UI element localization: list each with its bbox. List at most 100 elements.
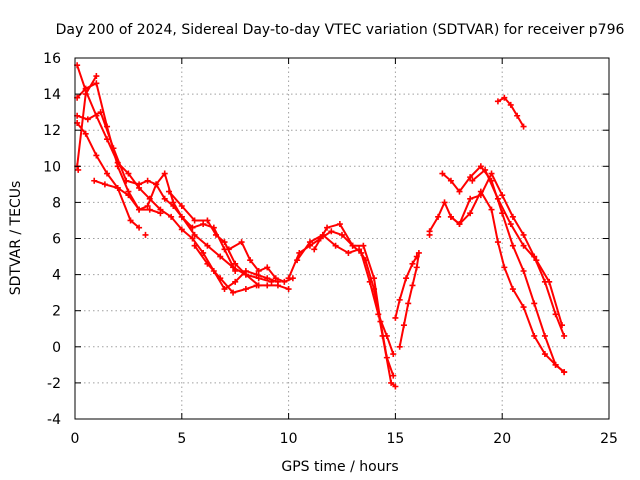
data-point [136,206,143,213]
data-point [405,300,412,307]
data-point [546,278,553,285]
y-tick-label: 12 [43,123,61,139]
series-line [394,255,418,319]
data-point [242,286,249,293]
data-point [232,278,239,285]
data-point [561,369,568,376]
data-point [552,361,559,368]
data-point [82,130,89,137]
data-point [225,246,232,253]
x-tick-label: 15 [386,431,404,447]
data-point [520,267,527,274]
data-point [494,98,501,105]
x-tick-label: 0 [71,431,80,447]
data-point [541,332,548,339]
data-point [191,231,198,238]
data-point [75,166,82,173]
series-sat-d [74,119,239,274]
data-point [170,199,177,206]
data-point [509,213,516,220]
data-point [285,286,292,293]
y-tick-label: -2 [47,376,61,392]
data-point [221,239,228,246]
data-point [494,195,501,202]
data-point [332,242,339,249]
data-point [441,199,448,206]
data-point [93,152,100,159]
data-point [104,170,111,177]
data-point [238,239,245,246]
data-point [531,300,538,307]
data-point [157,210,164,217]
data-point [191,242,198,249]
data-point [221,286,228,293]
data-point [413,253,420,260]
series-line [76,82,162,215]
x-tick-label: 20 [493,431,511,447]
y-tick-label: 6 [52,232,61,248]
data-point [488,170,495,177]
data-point [447,213,454,220]
series-line [449,172,566,337]
data-point [232,260,239,267]
data-point [189,224,196,231]
data-point [400,322,407,329]
data-point [520,242,527,249]
data-point [212,231,219,238]
data-point [520,304,527,311]
data-point [125,192,132,199]
data-point [272,275,279,282]
data-point [561,332,568,339]
data-point [144,177,151,184]
y-tick-label: 8 [52,195,61,211]
data-point [306,239,313,246]
series-sat-l [396,249,422,350]
y-tick-label: 4 [52,268,61,284]
data-point [488,206,495,213]
data-point [439,170,446,177]
data-point [110,145,117,152]
data-point [253,282,260,289]
axis-ticks: 0 5 10 15 20 25 -4 -2 0 2 4 6 8 10 12 14 16 [43,51,618,447]
data-point [264,282,271,289]
y-tick-label: 16 [43,51,61,67]
data-point [200,221,207,228]
series-sat-r [494,94,527,130]
data-point [97,109,104,116]
data-point [161,195,168,202]
data-point [104,136,111,143]
series-line [428,190,566,374]
x-tick-label: 5 [177,431,186,447]
data-point [136,181,143,188]
data-point [390,351,397,358]
data-point [114,184,121,191]
data-point [366,278,373,285]
data-point [232,267,239,274]
data-point [324,224,331,231]
y-axis-label: SDTVAR / TECUs [8,181,24,296]
data-point [447,177,454,184]
data-point [153,181,160,188]
data-point [294,257,301,264]
data-point [242,271,249,278]
data-point [82,91,89,98]
data-point [93,80,100,87]
data-point [415,249,422,256]
data-point [392,383,399,390]
data-point [217,253,224,260]
data-point [189,235,196,242]
data-point [101,181,108,188]
data-point [255,267,262,274]
data-point [339,231,345,238]
data-point [217,275,224,282]
series-sat-e [91,177,143,231]
data-point [349,242,356,249]
data-point [507,221,514,228]
data-point [509,242,516,249]
data-point [467,174,474,181]
data-point [93,73,100,80]
y-tick-label: -4 [47,412,61,428]
x-tick-label: 10 [280,431,298,447]
data-point [388,379,395,386]
